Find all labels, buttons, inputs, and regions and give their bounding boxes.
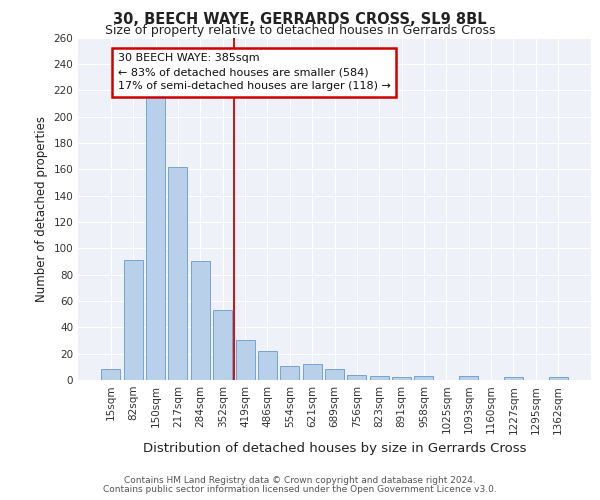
X-axis label: Distribution of detached houses by size in Gerrards Cross: Distribution of detached houses by size … [143, 442, 526, 455]
Y-axis label: Number of detached properties: Number of detached properties [35, 116, 48, 302]
Bar [191, 262, 210, 380]
Bar [347, 374, 367, 380]
Bar [213, 310, 232, 380]
Text: 30, BEECH WAYE, GERRARDS CROSS, SL9 8BL: 30, BEECH WAYE, GERRARDS CROSS, SL9 8BL [113, 12, 487, 28]
Text: Size of property relative to detached houses in Gerrards Cross: Size of property relative to detached ho… [105, 24, 495, 37]
Bar [101, 370, 121, 380]
Bar [459, 376, 478, 380]
Bar [504, 378, 523, 380]
Bar [280, 366, 299, 380]
Text: Contains HM Land Registry data © Crown copyright and database right 2024.: Contains HM Land Registry data © Crown c… [124, 476, 476, 485]
Bar [415, 376, 433, 380]
Text: 30 BEECH WAYE: 385sqm
← 83% of detached houses are smaller (584)
17% of semi-det: 30 BEECH WAYE: 385sqm ← 83% of detached … [118, 54, 391, 92]
Bar [302, 364, 322, 380]
Bar [124, 260, 143, 380]
Bar [370, 376, 389, 380]
Text: Contains public sector information licensed under the Open Government Licence v3: Contains public sector information licen… [103, 484, 497, 494]
Bar [169, 166, 187, 380]
Bar [236, 340, 254, 380]
Bar [258, 351, 277, 380]
Bar [392, 378, 411, 380]
Bar [548, 378, 568, 380]
Bar [146, 97, 165, 380]
Bar [325, 370, 344, 380]
